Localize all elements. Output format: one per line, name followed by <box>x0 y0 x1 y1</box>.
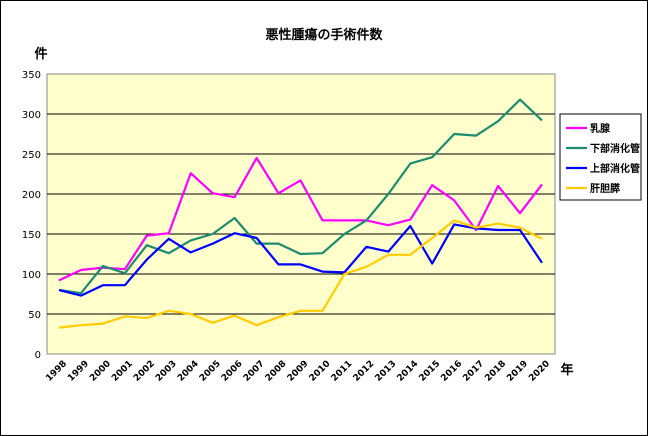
legend-label: 肝胆膵 <box>590 182 620 195</box>
x-axis-unit-label: 年 <box>560 362 573 378</box>
series-line <box>58 219 543 329</box>
x-tick-label: 2004 <box>176 359 201 384</box>
x-tick-label: 2017 <box>461 359 486 384</box>
x-tick-label: 2015 <box>418 359 443 384</box>
x-axis-ticks: 1998199920002001200220032004200520062007… <box>44 359 552 384</box>
series-line <box>58 156 543 282</box>
x-tick-label: 2010 <box>308 359 333 384</box>
y-tick-label: 200 <box>22 190 41 201</box>
x-tick-label: 2007 <box>242 359 267 384</box>
legend-label: 下部消化管 <box>590 142 640 155</box>
x-tick-label: 2018 <box>483 359 508 384</box>
x-tick-label: 2013 <box>374 359 399 384</box>
x-tick-label: 2014 <box>396 359 421 384</box>
y-tick-label: 0 <box>35 350 41 361</box>
x-tick-label: 2001 <box>110 359 135 384</box>
y-tick-label: 100 <box>22 270 41 281</box>
x-tick-label: 2003 <box>154 359 179 384</box>
x-tick-label: 2020 <box>527 359 552 384</box>
y-tick-label: 50 <box>28 310 41 321</box>
x-tick-label: 2016 <box>439 359 464 384</box>
plot-area <box>46 73 556 355</box>
x-tick-label: 1999 <box>66 359 91 384</box>
x-tick-label: 1998 <box>44 359 69 384</box>
y-tick-label: 350 <box>22 70 41 81</box>
series-line <box>58 98 543 295</box>
x-tick-label: 2000 <box>88 359 113 384</box>
gridlines <box>47 113 555 315</box>
legend-label: 上部消化管 <box>590 162 640 175</box>
legend-label: 乳腺 <box>590 122 611 135</box>
x-tick-label: 2011 <box>330 359 355 384</box>
x-tick-label: 2012 <box>352 359 377 384</box>
y-tick-label: 250 <box>22 150 41 161</box>
y-tick-label: 150 <box>22 230 41 241</box>
x-tick-label: 2005 <box>198 359 223 384</box>
x-tick-label: 2006 <box>220 359 245 384</box>
chart-title: 悪性腫瘍の手術件数 <box>265 27 383 43</box>
series-lines <box>58 98 543 329</box>
x-tick-label: 2019 <box>505 359 530 384</box>
series-line <box>58 223 543 297</box>
x-tick-label: 2002 <box>132 359 157 384</box>
y-axis-ticks: 0 50 100 150 200 250 300 350 <box>22 70 41 361</box>
y-tick-label: 300 <box>22 110 41 121</box>
y-axis-unit-label: 件 <box>34 46 47 62</box>
x-tick-label: 2008 <box>264 359 289 384</box>
x-tick-label: 2009 <box>286 359 311 384</box>
